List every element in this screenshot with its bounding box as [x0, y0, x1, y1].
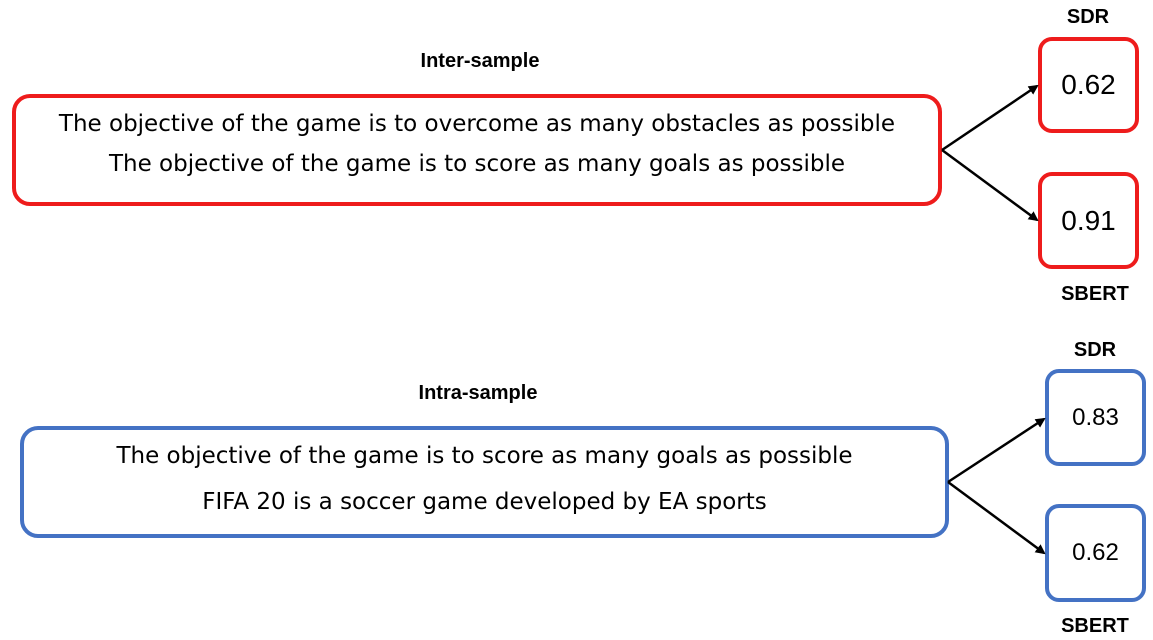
inter-sdr-label: SDR — [1066, 6, 1110, 28]
inter-sample-sentence-box: The objective of the game is to overcome… — [12, 94, 942, 206]
intra-sample-title: Intra-sample — [418, 382, 538, 404]
inter-sentence-2: The objective of the game is to score as… — [108, 151, 846, 177]
intra-arrow-to-sdr — [947, 417, 1046, 484]
intra-arrow-to-sbert — [947, 480, 1046, 555]
inter-arrow-to-sdr — [941, 84, 1039, 152]
intra-sdr-score: 0.83 — [1045, 369, 1146, 466]
intra-sbert-score: 0.62 — [1045, 504, 1146, 602]
intra-sbert-label: SBERT — [1061, 615, 1129, 637]
intra-sentence-1: The objective of the game is to score as… — [116, 443, 853, 469]
intra-sentence-2: FIFA 20 is a soccer game developed by EA… — [202, 489, 767, 515]
inter-sbert-label: SBERT — [1061, 283, 1129, 305]
inter-arrow-to-sbert — [941, 148, 1039, 222]
inter-sdr-score: 0.62 — [1038, 37, 1139, 133]
intra-sdr-label: SDR — [1073, 339, 1117, 361]
inter-sentence-1: The objective of the game is to overcome… — [58, 111, 896, 137]
intra-sample-sentence-box: The objective of the game is to score as… — [20, 426, 949, 538]
inter-sbert-score: 0.91 — [1038, 172, 1139, 269]
inter-sample-title: Inter-sample — [420, 50, 540, 72]
